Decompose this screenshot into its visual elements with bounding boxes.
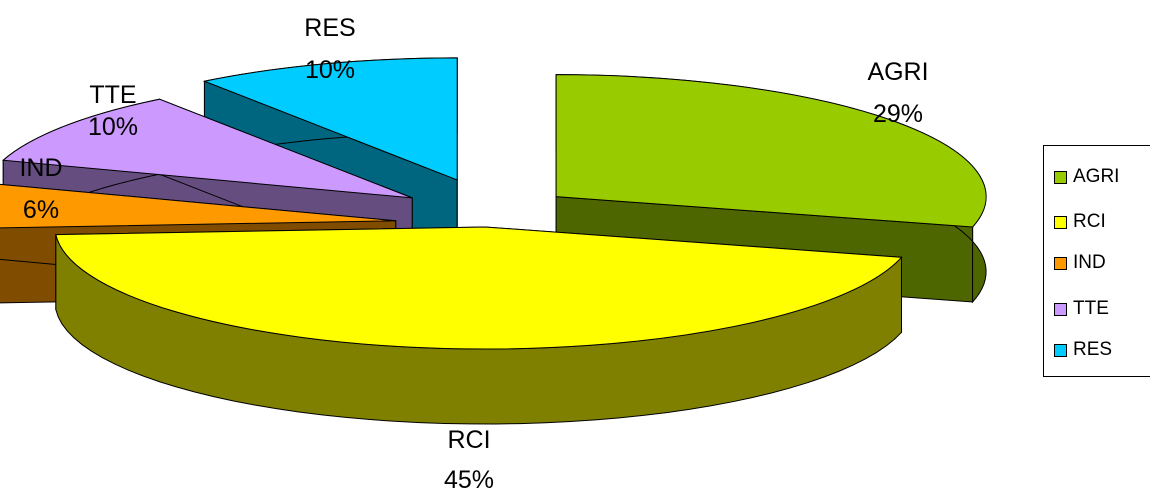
- legend-label-AGRI: AGRI: [1073, 166, 1120, 187]
- label-value-RES: 10%: [305, 56, 355, 84]
- legend-item-RES: RES: [1054, 338, 1112, 362]
- chart-legend: AGRI RCI IND TTE RES: [1043, 145, 1150, 377]
- slice-ind-top: [0, 183, 396, 229]
- pie-slices: [0, 57, 987, 425]
- label-name-RCI: RCI: [447, 426, 490, 454]
- legend-item-AGRI: AGRI: [1054, 165, 1119, 189]
- pie-data-labels: AGRI 29% RCI 45% IND 6% TTE 10% RES 10%: [19, 14, 928, 494]
- legend-label-IND: IND: [1073, 252, 1106, 273]
- label-name-RES: RES: [304, 14, 355, 42]
- label-value-AGRI: 29%: [873, 100, 923, 128]
- label-value-IND: 6%: [23, 196, 59, 224]
- legend-item-RCI: RCI: [1054, 210, 1106, 234]
- legend-swatch-RCI: [1054, 215, 1067, 229]
- legend-label-TTE: TTE: [1073, 298, 1109, 319]
- legend-swatch-AGRI: [1054, 170, 1067, 184]
- label-name-AGRI: AGRI: [867, 58, 928, 86]
- legend-swatch-TTE: [1054, 302, 1067, 316]
- label-name-TTE: TTE: [89, 81, 136, 109]
- legend-item-TTE: TTE: [1054, 297, 1109, 321]
- label-name-IND: IND: [19, 154, 62, 182]
- legend-swatch-IND: [1054, 256, 1067, 270]
- label-value-RCI: 45%: [444, 466, 494, 494]
- label-value-TTE: 10%: [88, 113, 138, 141]
- slice-agri-top: [555, 74, 987, 228]
- legend-item-IND: IND: [1054, 251, 1106, 275]
- slice-rci-top: [55, 226, 903, 350]
- legend-label-RES: RES: [1073, 339, 1113, 360]
- legend-label-RCI: RCI: [1073, 211, 1106, 232]
- slice-rci: [55, 226, 903, 425]
- legend-swatch-RES: [1054, 343, 1067, 357]
- slice-res-top: [202, 57, 458, 181]
- slice-tte-top: [2, 98, 413, 199]
